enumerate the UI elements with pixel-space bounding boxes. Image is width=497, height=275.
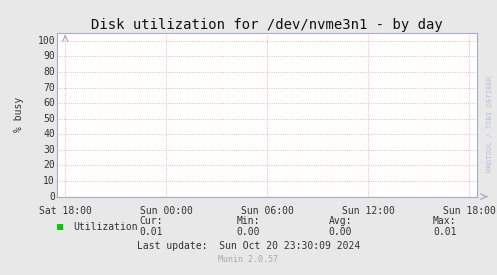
Text: 100: 100	[37, 36, 55, 46]
Text: 0.01: 0.01	[433, 227, 457, 237]
Text: 40: 40	[43, 129, 55, 139]
Text: 50: 50	[43, 114, 55, 124]
Text: Last update:  Sun Oct 20 23:30:09 2024: Last update: Sun Oct 20 23:30:09 2024	[137, 241, 360, 251]
Text: 30: 30	[43, 145, 55, 155]
Text: Min:: Min:	[237, 216, 260, 226]
Text: 20: 20	[43, 160, 55, 170]
Text: 0.01: 0.01	[140, 227, 164, 237]
Text: 90: 90	[43, 51, 55, 61]
Text: 0.00: 0.00	[237, 227, 260, 237]
Text: Munin 2.0.57: Munin 2.0.57	[219, 255, 278, 264]
Text: 0: 0	[49, 192, 55, 202]
Text: Utilization: Utilization	[74, 222, 138, 232]
Text: Avg:: Avg:	[329, 216, 352, 226]
Text: Cur:: Cur:	[140, 216, 164, 226]
Text: 80: 80	[43, 67, 55, 77]
Text: Sun 06:00: Sun 06:00	[241, 207, 294, 216]
Text: RRDTOOL / TOBI OETIKER: RRDTOOL / TOBI OETIKER	[487, 76, 493, 172]
Text: Sun 00:00: Sun 00:00	[140, 207, 193, 216]
Text: Sat 18:00: Sat 18:00	[39, 207, 91, 216]
Text: 0.00: 0.00	[329, 227, 352, 237]
Text: Sun 18:00: Sun 18:00	[443, 207, 496, 216]
Title: Disk utilization for /dev/nvme3n1 - by day: Disk utilization for /dev/nvme3n1 - by d…	[91, 18, 443, 32]
Text: 10: 10	[43, 176, 55, 186]
Text: % busy: % busy	[14, 97, 24, 133]
Text: Sun 12:00: Sun 12:00	[341, 207, 395, 216]
Text: 70: 70	[43, 82, 55, 93]
Text: Max:: Max:	[433, 216, 457, 226]
Text: 60: 60	[43, 98, 55, 108]
Text: ■: ■	[57, 222, 64, 232]
